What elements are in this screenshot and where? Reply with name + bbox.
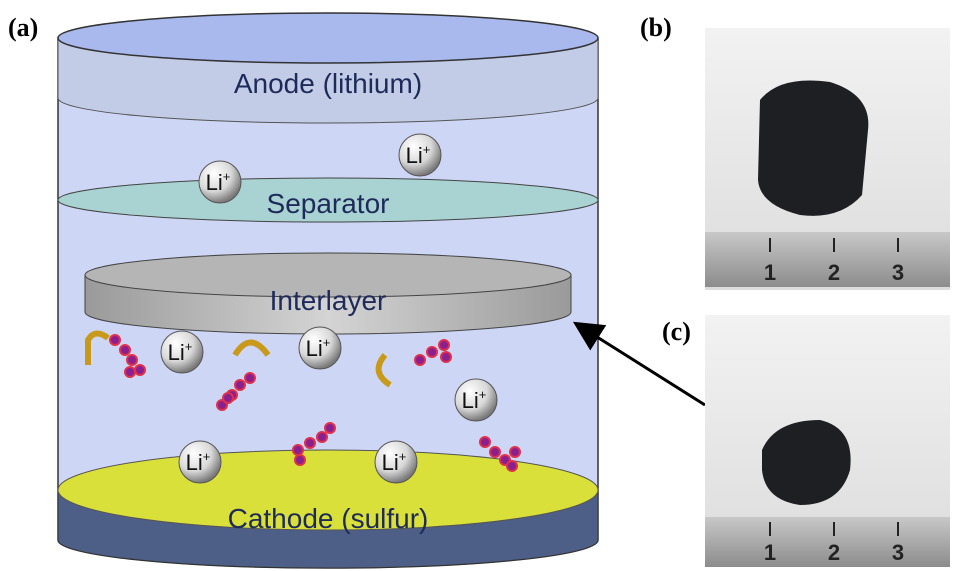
ion-charge: +: [479, 387, 487, 402]
anode-label: Anode (lithium): [234, 68, 422, 99]
interlayer-label: Interlayer: [270, 285, 387, 316]
ruler-number: 3: [892, 540, 904, 565]
ruler-number: 2: [828, 540, 840, 565]
separator-label: Separator: [267, 188, 390, 219]
ion-symbol: Li: [306, 336, 323, 361]
ion-charge: +: [185, 339, 193, 354]
ion-symbol: Li: [168, 340, 185, 365]
ion-symbol: Li: [406, 143, 423, 168]
ion-charge: +: [423, 142, 431, 157]
ruler-number: 1: [764, 260, 776, 285]
panel-label: (c): [662, 317, 691, 346]
anode-top: [58, 13, 598, 63]
ion-charge: +: [323, 335, 331, 350]
ion-symbol: Li: [186, 450, 203, 475]
panel-label: (b): [640, 13, 672, 42]
ruler-number: 1: [764, 540, 776, 565]
panel-label: (a): [8, 13, 38, 42]
ion-charge: +: [399, 449, 407, 464]
ion-symbol: Li: [206, 170, 223, 195]
ruler-number: 2: [828, 260, 840, 285]
ruler-number: 3: [892, 260, 904, 285]
ion-charge: +: [223, 169, 231, 184]
sample-c: [762, 420, 851, 505]
figure: Li+Li+Li+Li+Li+Li+Li+ Anode (lithium) Se…: [0, 0, 956, 571]
sample-b: [758, 80, 868, 215]
ion-symbol: Li: [462, 388, 479, 413]
ion-symbol: Li: [382, 450, 399, 475]
ion-charge: +: [203, 449, 211, 464]
cathode-label: Cathode (sulfur): [228, 503, 429, 534]
